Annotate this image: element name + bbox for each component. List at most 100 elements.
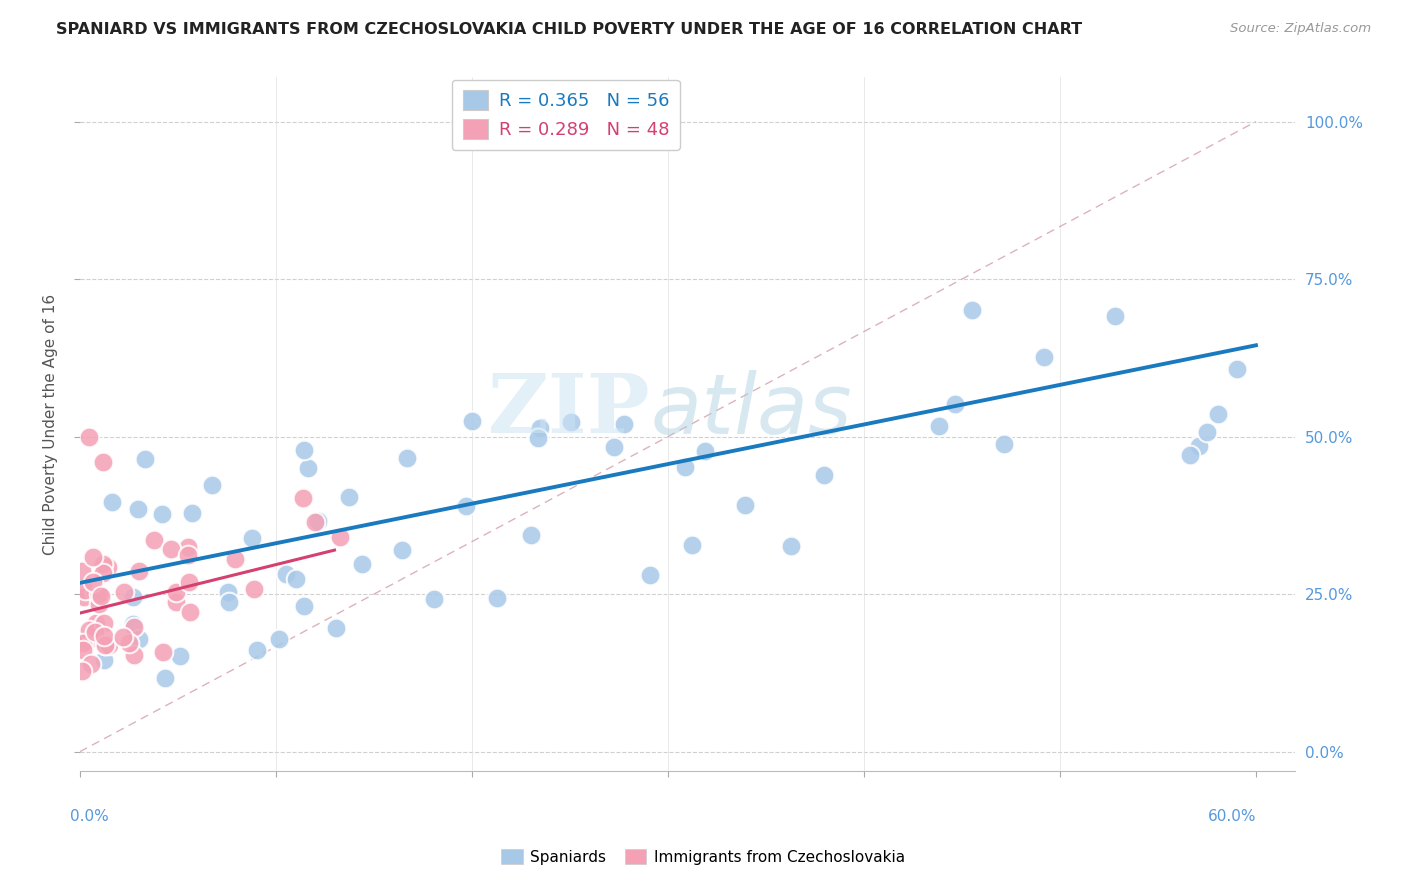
Point (91, 557, 114, 571)
Point (673, 459, 696, 474)
Point (150, 508, 173, 522)
Text: atlas: atlas (651, 369, 852, 450)
Point (94, 639, 117, 653)
Point (520, 527, 543, 541)
Point (928, 418, 950, 433)
Point (267, 632, 290, 647)
Point (97, 638, 120, 652)
Point (224, 552, 246, 566)
Point (89, 587, 111, 601)
Point (128, 632, 150, 647)
Point (242, 582, 264, 596)
Point (526, 431, 548, 445)
Point (122, 591, 145, 605)
Point (780, 539, 803, 553)
Point (124, 648, 146, 662)
Point (153, 671, 176, 685)
Point (127, 502, 149, 516)
Point (307, 514, 329, 528)
Point (1033, 350, 1056, 364)
Point (681, 539, 703, 553)
Point (1206, 408, 1229, 422)
Point (638, 568, 661, 582)
Point (177, 548, 200, 562)
Point (350, 558, 373, 572)
Text: Source: ZipAtlas.com: Source: ZipAtlas.com (1230, 22, 1371, 36)
Point (73, 583, 96, 598)
Point (695, 444, 717, 458)
Point (82, 574, 104, 589)
Point (396, 450, 419, 465)
Point (165, 595, 187, 609)
Point (84, 616, 107, 631)
Point (77, 633, 100, 648)
Point (529, 421, 551, 435)
Point (1188, 439, 1211, 453)
Point (111, 630, 134, 644)
Point (122, 617, 145, 632)
Point (1226, 362, 1249, 376)
Point (240, 532, 263, 546)
Y-axis label: Child Poverty Under the Age of 16: Child Poverty Under the Age of 16 (44, 293, 58, 555)
Legend: Spaniards, Immigrants from Czechoslovakia: Spaniards, Immigrants from Czechoslovaki… (495, 843, 911, 871)
Point (70, 664, 93, 678)
Point (943, 397, 966, 411)
Point (134, 452, 156, 467)
Point (93, 629, 115, 643)
Point (83, 585, 105, 599)
Point (84, 624, 107, 639)
Point (486, 591, 509, 605)
Point (560, 415, 582, 429)
Point (179, 574, 201, 589)
Point (93, 616, 115, 631)
Point (603, 440, 626, 454)
Point (993, 437, 1015, 451)
Point (169, 648, 191, 663)
Point (1104, 309, 1126, 323)
Point (391, 543, 413, 558)
Point (461, 414, 484, 428)
Point (112, 584, 135, 599)
Point (734, 499, 756, 513)
Text: ZIP: ZIP (488, 370, 651, 450)
Point (177, 540, 200, 554)
Point (159, 542, 181, 557)
Point (329, 530, 352, 544)
Point (1195, 425, 1218, 439)
Point (72, 635, 94, 649)
Point (97, 560, 120, 574)
Point (91, 455, 114, 469)
Point (96, 637, 118, 651)
Point (70, 564, 93, 578)
Point (297, 461, 319, 475)
Point (422, 591, 444, 606)
Point (80, 657, 103, 672)
Text: 60.0%: 60.0% (1208, 809, 1256, 824)
Point (91, 566, 114, 581)
Point (72, 642, 94, 657)
Point (291, 491, 314, 505)
Point (217, 585, 239, 599)
Point (94, 638, 117, 652)
Point (90, 589, 112, 603)
Point (128, 564, 150, 578)
Text: SPANIARD VS IMMIGRANTS FROM CZECHOSLOVAKIA CHILD POVERTY UNDER THE AGE OF 16 COR: SPANIARD VS IMMIGRANTS FROM CZECHOSLOVAK… (56, 22, 1083, 37)
Point (152, 645, 174, 659)
Point (118, 636, 141, 650)
Point (284, 572, 307, 586)
Point (246, 643, 269, 657)
Point (179, 605, 201, 619)
Point (101, 495, 124, 509)
Point (143, 533, 166, 547)
Point (201, 477, 224, 491)
Point (79, 430, 101, 444)
Point (93, 652, 115, 666)
Point (274, 566, 297, 581)
Point (325, 621, 347, 635)
Point (165, 585, 187, 599)
Point (87, 597, 110, 611)
Point (337, 490, 360, 504)
Point (292, 442, 315, 457)
Point (960, 303, 983, 318)
Point (292, 599, 315, 614)
